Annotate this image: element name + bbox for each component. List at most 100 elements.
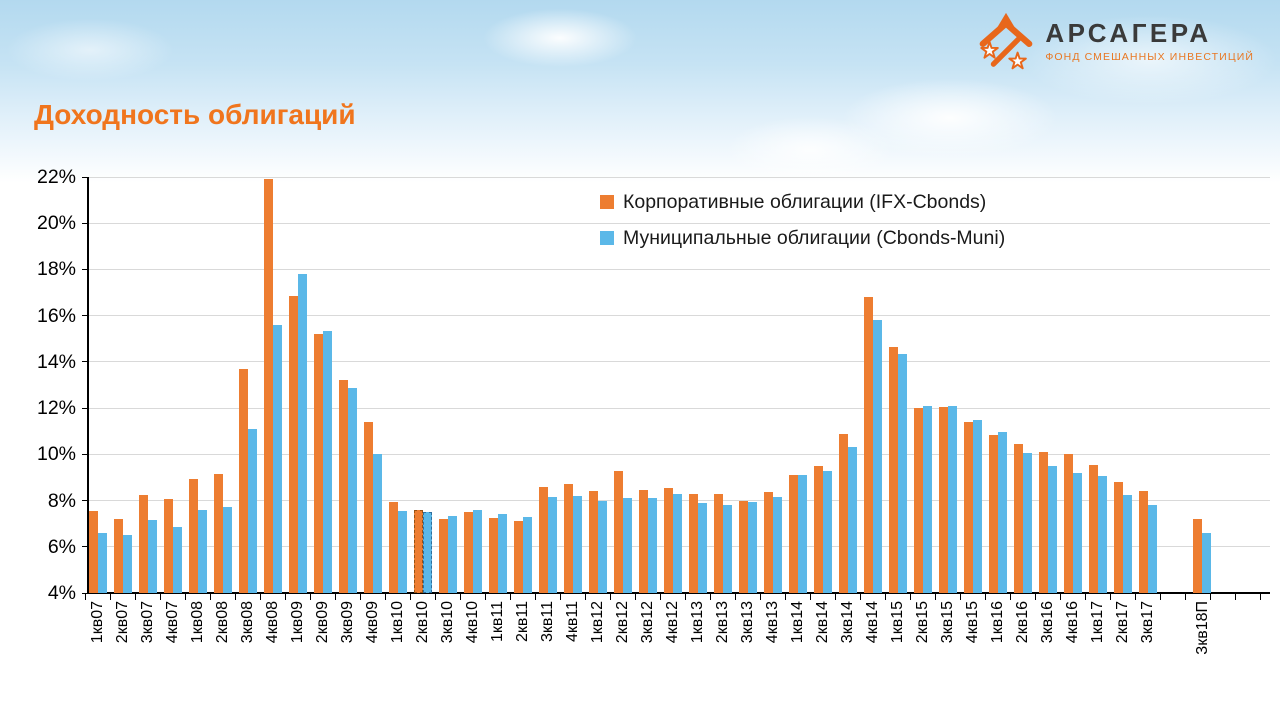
gridline bbox=[88, 361, 1270, 363]
y-axis-tick bbox=[82, 592, 88, 594]
x-axis-label-3кв10: 3кв10 bbox=[439, 601, 456, 644]
bar-corporate-4кв10 bbox=[463, 512, 473, 593]
gridline bbox=[88, 268, 1270, 270]
bar-corporate-3кв18П bbox=[1193, 519, 1202, 593]
bar-municipal-2кв12 bbox=[622, 498, 632, 593]
bar-municipal-2кв08 bbox=[222, 507, 232, 593]
bar-municipal-1кв09 bbox=[297, 274, 307, 593]
bar-corporate-3кв13 bbox=[738, 500, 748, 593]
x-axis-tick bbox=[260, 594, 261, 600]
gridline bbox=[88, 222, 1270, 224]
bar-municipal-1кв13 bbox=[697, 502, 707, 593]
bar-municipal-2кв14 bbox=[822, 470, 832, 593]
bar-corporate-1кв12 bbox=[588, 491, 598, 593]
x-axis-label-2кв07: 2кв07 bbox=[114, 601, 131, 644]
bar-corporate-3кв09 bbox=[338, 380, 348, 593]
x-axis-tick bbox=[735, 594, 736, 600]
legend-item-corporate: Корпоративные облигации (IFX-Cbonds) bbox=[600, 190, 1005, 215]
legend-label: Муниципальные облигации (Cbonds-Muni) bbox=[623, 227, 1006, 249]
bar-municipal-2кв16 bbox=[1022, 453, 1032, 593]
bar-corporate-3кв08 bbox=[238, 368, 248, 593]
bar-corporate-1кв14 bbox=[788, 475, 798, 593]
bar-municipal-1кв12 bbox=[597, 500, 607, 593]
page-title: Доходность облигаций bbox=[34, 99, 356, 130]
legend-label: Корпоративные облигации (IFX-Cbonds) bbox=[623, 191, 987, 213]
x-axis-label-2кв16: 2кв16 bbox=[1014, 601, 1031, 644]
x-axis-label-3кв08: 3кв08 bbox=[239, 601, 256, 644]
x-axis-tick bbox=[985, 594, 986, 600]
x-axis-label-2кв12: 2кв12 bbox=[614, 601, 631, 644]
x-axis-label-3кв18П: 3кв18П bbox=[1193, 601, 1211, 655]
x-axis-label-4кв14: 4кв14 bbox=[864, 601, 881, 644]
x-axis-tick bbox=[1210, 594, 1211, 600]
y-axis-tick bbox=[82, 315, 88, 317]
y-axis-label: 16% bbox=[36, 304, 76, 327]
bar-corporate-4кв09 bbox=[363, 421, 373, 593]
bar-corporate-4кв16 bbox=[1063, 454, 1073, 593]
x-axis-label-2кв10: 2кв10 bbox=[414, 601, 431, 644]
bar-municipal-1кв08 bbox=[197, 509, 207, 593]
x-axis-tick bbox=[135, 594, 136, 600]
x-axis-tick bbox=[1010, 594, 1011, 600]
x-axis-tick bbox=[435, 594, 436, 600]
bar-corporate-3кв12 bbox=[638, 490, 648, 593]
bar-corporate-1кв10 bbox=[388, 501, 398, 593]
x-axis-label-3кв13: 3кв13 bbox=[739, 601, 756, 644]
x-axis-tick bbox=[335, 594, 336, 600]
x-axis-label-2кв13: 2кв13 bbox=[714, 601, 731, 644]
bar-municipal-3кв12 bbox=[647, 498, 657, 593]
bar-municipal-1кв07 bbox=[97, 532, 107, 593]
y-axis-label: 18% bbox=[36, 258, 76, 281]
y-axis-label: 4% bbox=[47, 582, 76, 604]
bar-corporate-1кв16 bbox=[988, 434, 998, 593]
bar-corporate-1кв08 bbox=[188, 478, 198, 593]
x-axis-label-4кв12: 4кв12 bbox=[664, 601, 681, 644]
x-axis-tick bbox=[785, 594, 786, 600]
bar-municipal-3кв08 bbox=[247, 428, 257, 593]
bar-municipal-3кв18П bbox=[1202, 532, 1211, 593]
x-axis-tick bbox=[360, 594, 361, 600]
bar-corporate-2кв11 bbox=[513, 521, 523, 593]
x-axis-label-2кв14: 2кв14 bbox=[814, 601, 831, 644]
bar-corporate-2кв07 bbox=[113, 519, 123, 593]
x-axis-label-4кв11: 4кв11 bbox=[564, 601, 581, 643]
gridline bbox=[88, 176, 1270, 178]
chart-legend: Корпоративные облигации (IFX-Cbonds) Муни… bbox=[600, 190, 1005, 262]
y-axis-label: 12% bbox=[36, 397, 76, 420]
x-axis-tick bbox=[510, 594, 511, 600]
bar-corporate-3кв07 bbox=[138, 494, 148, 593]
x-axis-tick bbox=[885, 594, 886, 600]
x-axis-tick bbox=[1135, 594, 1136, 600]
bar-corporate-3кв17 bbox=[1138, 491, 1148, 593]
logo-icon bbox=[979, 12, 1033, 70]
bar-corporate-2кв15 bbox=[913, 408, 923, 593]
bar-municipal-4кв12 bbox=[672, 493, 682, 593]
y-axis-label: 14% bbox=[36, 350, 76, 373]
y-axis-line bbox=[87, 177, 89, 593]
company-logo: АРСАГЕРА ФОНД СМЕШАННЫХ ИНВЕСТИЦИЙ bbox=[977, 10, 1254, 70]
bar-municipal-4кв09 bbox=[372, 454, 382, 593]
x-axis-tick bbox=[535, 594, 536, 600]
bar-municipal-2кв07 bbox=[122, 535, 132, 593]
bar-municipal-1кв17 bbox=[1097, 476, 1107, 593]
gridline bbox=[88, 315, 1270, 317]
x-axis-label-1кв13: 1кв13 bbox=[689, 601, 706, 644]
x-axis-tick bbox=[935, 594, 936, 600]
bar-municipal-2кв09 bbox=[322, 330, 332, 593]
y-axis-tick bbox=[82, 500, 88, 502]
bar-municipal-3кв11 bbox=[547, 497, 557, 593]
x-axis-tick bbox=[585, 594, 586, 600]
x-axis-tick bbox=[85, 594, 86, 600]
bar-municipal-3кв17 bbox=[1147, 505, 1157, 593]
x-axis-label-4кв10: 4кв10 bbox=[464, 601, 481, 644]
x-axis-tick bbox=[1260, 594, 1261, 600]
x-axis-tick bbox=[560, 594, 561, 600]
x-axis-tick bbox=[1060, 594, 1061, 600]
logo-text: АРСАГЕРА ФОНД СМЕШАННЫХ ИНВЕСТИЦИЙ bbox=[1045, 18, 1254, 63]
x-axis-label-4кв15: 4кв15 bbox=[964, 601, 981, 644]
x-axis-tick bbox=[185, 594, 186, 600]
x-axis-label-3кв16: 3кв16 bbox=[1039, 601, 1056, 644]
x-axis-label-3кв11: 3кв11 bbox=[539, 601, 556, 643]
x-axis-label-3кв14: 3кв14 bbox=[839, 601, 856, 644]
x-axis-tick bbox=[485, 594, 486, 600]
